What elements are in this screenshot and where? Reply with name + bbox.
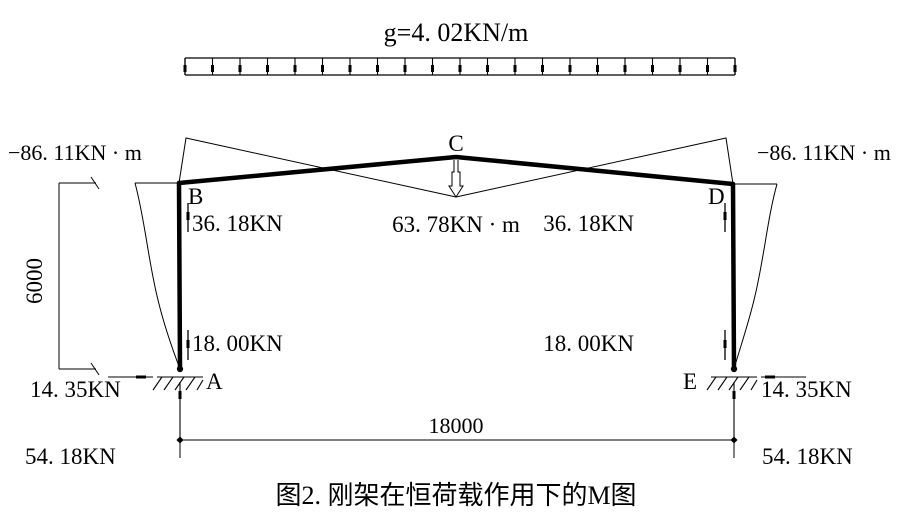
svg-text:18000: 18000 bbox=[429, 413, 484, 438]
svg-text:图2. 刚架在恒荷载作用下的M图: 图2. 刚架在恒荷载作用下的M图 bbox=[275, 481, 636, 510]
svg-text:18. 00KN: 18. 00KN bbox=[192, 331, 283, 356]
svg-text:g=4. 02KN/m: g=4. 02KN/m bbox=[384, 18, 529, 47]
svg-text:14. 35KN: 14. 35KN bbox=[30, 377, 121, 402]
svg-text:54. 18KN: 54. 18KN bbox=[762, 444, 853, 469]
svg-text:E: E bbox=[683, 369, 697, 394]
svg-text:54. 18KN: 54. 18KN bbox=[25, 444, 116, 469]
svg-text:A: A bbox=[206, 369, 223, 394]
svg-text:36. 18KN: 36. 18KN bbox=[192, 211, 283, 236]
svg-text:6000: 6000 bbox=[22, 258, 47, 304]
svg-text:14. 35KN: 14. 35KN bbox=[761, 377, 852, 402]
svg-text:C: C bbox=[448, 131, 463, 156]
svg-text:63. 78KN · m: 63. 78KN · m bbox=[392, 212, 520, 237]
svg-text:−86. 11KN · m: −86. 11KN · m bbox=[8, 140, 142, 165]
svg-text:D: D bbox=[708, 184, 725, 209]
svg-text:B: B bbox=[188, 184, 203, 209]
svg-text:18. 00KN: 18. 00KN bbox=[543, 331, 634, 356]
svg-text:36. 18KN: 36. 18KN bbox=[543, 211, 634, 236]
svg-text:−86. 11KN · m: −86. 11KN · m bbox=[757, 140, 891, 165]
